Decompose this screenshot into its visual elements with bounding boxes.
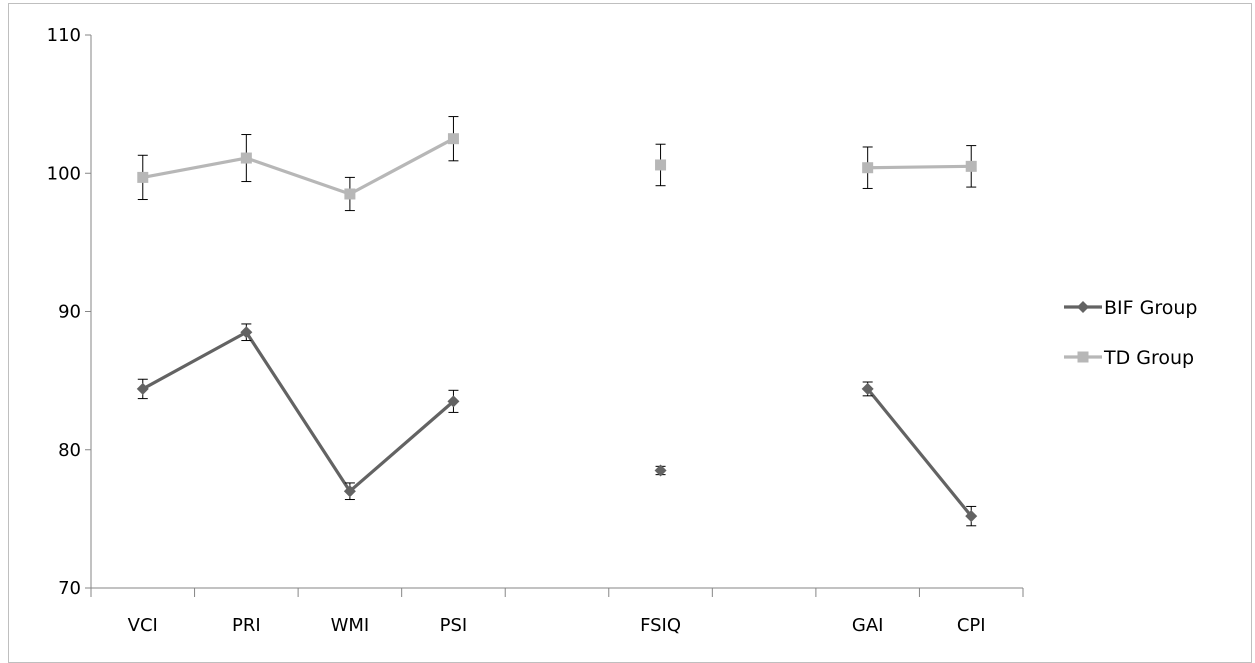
series-layer — [136, 116, 978, 527]
series-line — [866, 387, 973, 518]
data-point-diamond — [447, 395, 460, 408]
x-tick-label: FSIQ — [640, 615, 681, 636]
chart-area: 70 80 90 100 110 VCI PRI WMI PSI FSIQ GAI CPI BIF … — [8, 3, 1252, 663]
series-bif — [136, 323, 978, 527]
series-line — [142, 137, 455, 196]
x-tick-label: CPI — [957, 615, 986, 636]
x-tick-label: VCI — [128, 615, 158, 636]
data-point-square — [240, 152, 252, 164]
series-td — [137, 116, 977, 212]
data-point-diamond — [965, 510, 978, 523]
x-axis-ticks: VCI PRI WMI PSI FSIQ GAI CPI — [90, 588, 1024, 636]
y-tick-label: 100 — [47, 163, 81, 184]
y-tick-label: 70 — [58, 578, 81, 599]
legend-item: TD Group — [1064, 347, 1194, 369]
data-point-diamond — [136, 382, 149, 395]
data-point-square — [862, 162, 874, 174]
legend-label: BIF Group — [1104, 297, 1197, 319]
y-axis-ticks: 70 80 90 100 110 — [47, 25, 91, 599]
series-line — [867, 164, 972, 170]
data-point-diamond — [654, 464, 667, 477]
data-point-diamond — [343, 485, 356, 498]
data-point-square — [965, 160, 977, 172]
data-point-square — [447, 133, 459, 145]
data-point-square — [655, 159, 667, 171]
y-tick-label: 90 — [58, 302, 81, 323]
legend-label: TD Group — [1103, 347, 1194, 369]
y-tick-label: 80 — [58, 440, 81, 461]
x-tick-label: PSI — [440, 615, 468, 636]
data-point-diamond — [861, 382, 874, 395]
x-tick-label: GAI — [852, 615, 884, 636]
legend-marker-diamond — [1077, 301, 1089, 313]
x-tick-label: PRI — [232, 615, 261, 636]
series-line — [142, 330, 455, 493]
legend-marker-square — [1077, 351, 1089, 363]
axes — [90, 35, 1023, 589]
y-tick-label: 110 — [47, 25, 81, 46]
data-point-square — [344, 188, 356, 200]
data-point-diamond — [240, 326, 253, 339]
legend-item: BIF Group — [1064, 297, 1197, 319]
line-chart: 70 80 90 100 110 VCI PRI WMI PSI FSIQ GAI CPI BIF … — [47, 25, 1198, 636]
legend: BIF Group TD Group — [1064, 297, 1197, 369]
data-point-square — [137, 171, 149, 183]
x-tick-label: WMI — [331, 615, 370, 636]
